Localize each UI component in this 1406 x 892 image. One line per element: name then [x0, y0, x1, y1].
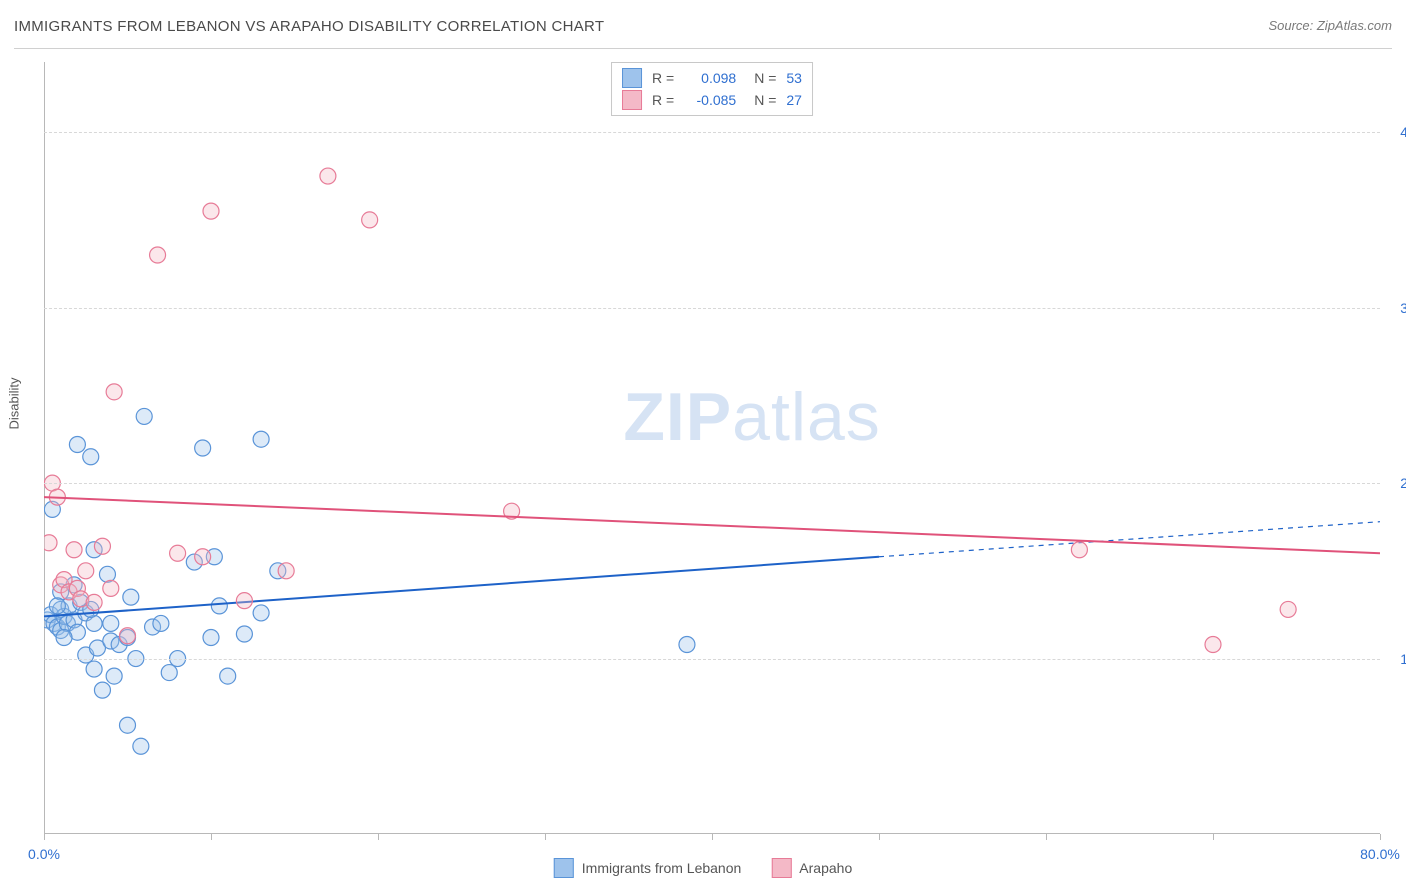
r-label: R = — [652, 92, 674, 108]
x-tick — [44, 834, 45, 840]
data-point-lebanon — [99, 566, 115, 582]
data-point-lebanon — [106, 668, 122, 684]
grid-line — [44, 483, 1380, 484]
chart-title: IMMIGRANTS FROM LEBANON VS ARAPAHO DISAB… — [14, 18, 604, 35]
legend-swatch-arapaho-icon — [771, 858, 791, 878]
data-point-arapaho — [1071, 542, 1087, 558]
data-point-arapaho — [195, 549, 211, 565]
data-point-lebanon — [86, 661, 102, 677]
data-point-lebanon — [195, 440, 211, 456]
r-value-lebanon: 0.098 — [684, 70, 736, 86]
x-tick — [545, 834, 546, 840]
legend-series: Immigrants from Lebanon Arapaho — [554, 858, 852, 878]
x-tick — [1380, 834, 1381, 840]
y-tick-label: 30.0% — [1400, 300, 1406, 316]
legend-swatch-lebanon — [622, 68, 642, 88]
y-tick-label: 10.0% — [1400, 651, 1406, 667]
data-point-arapaho — [106, 384, 122, 400]
x-tick — [1213, 834, 1214, 840]
plot-area: Disability ZIPatlas R = 0.098 N = 53 R =… — [44, 62, 1380, 834]
source-attribution: Source: ZipAtlas.com — [1268, 18, 1392, 33]
source-name: ZipAtlas.com — [1317, 18, 1392, 33]
data-point-lebanon — [56, 629, 72, 645]
data-point-lebanon — [253, 605, 269, 621]
data-point-arapaho — [203, 203, 219, 219]
data-point-arapaho — [320, 168, 336, 184]
r-value-arapaho: -0.085 — [684, 92, 736, 108]
data-point-lebanon — [49, 598, 65, 614]
plot-svg — [44, 62, 1380, 834]
y-axis-label: Disability — [7, 377, 22, 429]
n-label: N = — [754, 70, 776, 86]
x-tick — [378, 834, 379, 840]
data-point-lebanon — [133, 738, 149, 754]
data-point-lebanon — [103, 615, 119, 631]
x-tick — [712, 834, 713, 840]
y-tick-label: 40.0% — [1400, 124, 1406, 140]
data-point-lebanon — [69, 436, 85, 452]
data-point-lebanon — [679, 637, 695, 653]
data-point-lebanon — [120, 717, 136, 733]
data-point-lebanon — [211, 598, 227, 614]
n-value-arapaho: 27 — [786, 92, 802, 108]
x-tick-label: 80.0% — [1360, 846, 1400, 862]
grid-line — [44, 308, 1380, 309]
data-point-lebanon — [153, 615, 169, 631]
legend-correlation-box: R = 0.098 N = 53 R = -0.085 N = 27 — [611, 62, 813, 116]
legend-row-lebanon: R = 0.098 N = 53 — [622, 67, 802, 89]
data-point-lebanon — [86, 615, 102, 631]
data-point-lebanon — [236, 626, 252, 642]
legend-swatch-arapaho — [622, 90, 642, 110]
data-point-arapaho — [278, 563, 294, 579]
chart-container: IMMIGRANTS FROM LEBANON VS ARAPAHO DISAB… — [0, 0, 1406, 892]
data-point-arapaho — [1205, 637, 1221, 653]
data-point-lebanon — [253, 431, 269, 447]
data-point-arapaho — [86, 594, 102, 610]
grid-line — [44, 132, 1380, 133]
data-point-arapaho — [362, 212, 378, 228]
data-point-arapaho — [170, 545, 186, 561]
x-tick — [211, 834, 212, 840]
grid-line — [44, 659, 1380, 660]
data-point-arapaho — [120, 628, 136, 644]
trend-line-lebanon — [44, 557, 879, 617]
r-label: R = — [652, 70, 674, 86]
data-point-arapaho — [150, 247, 166, 263]
data-point-lebanon — [161, 665, 177, 681]
data-point-arapaho — [103, 580, 119, 596]
data-point-lebanon — [123, 589, 139, 605]
data-point-arapaho — [94, 538, 110, 554]
data-point-lebanon — [94, 682, 110, 698]
data-point-lebanon — [220, 668, 236, 684]
legend-label-lebanon: Immigrants from Lebanon — [582, 860, 742, 876]
data-point-arapaho — [1280, 601, 1296, 617]
legend-item-lebanon: Immigrants from Lebanon — [554, 858, 742, 878]
legend-item-arapaho: Arapaho — [771, 858, 852, 878]
legend-label-arapaho: Arapaho — [799, 860, 852, 876]
header-bar: IMMIGRANTS FROM LEBANON VS ARAPAHO DISAB… — [14, 18, 1392, 49]
n-label: N = — [754, 92, 776, 108]
data-point-lebanon — [203, 629, 219, 645]
x-tick — [879, 834, 880, 840]
data-point-arapaho — [44, 535, 57, 551]
data-point-lebanon — [136, 408, 152, 424]
data-point-arapaho — [236, 593, 252, 609]
trend-line-dash-lebanon — [879, 522, 1380, 557]
data-point-arapaho — [66, 542, 82, 558]
legend-swatch-lebanon-icon — [554, 858, 574, 878]
trend-line-arapaho — [44, 497, 1380, 553]
n-value-lebanon: 53 — [786, 70, 802, 86]
y-tick-label: 20.0% — [1400, 475, 1406, 491]
x-tick-label: 0.0% — [28, 846, 60, 862]
legend-row-arapaho: R = -0.085 N = 27 — [622, 89, 802, 111]
source-prefix: Source: — [1268, 18, 1316, 33]
data-point-lebanon — [83, 449, 99, 465]
data-point-arapaho — [78, 563, 94, 579]
x-tick — [1046, 834, 1047, 840]
